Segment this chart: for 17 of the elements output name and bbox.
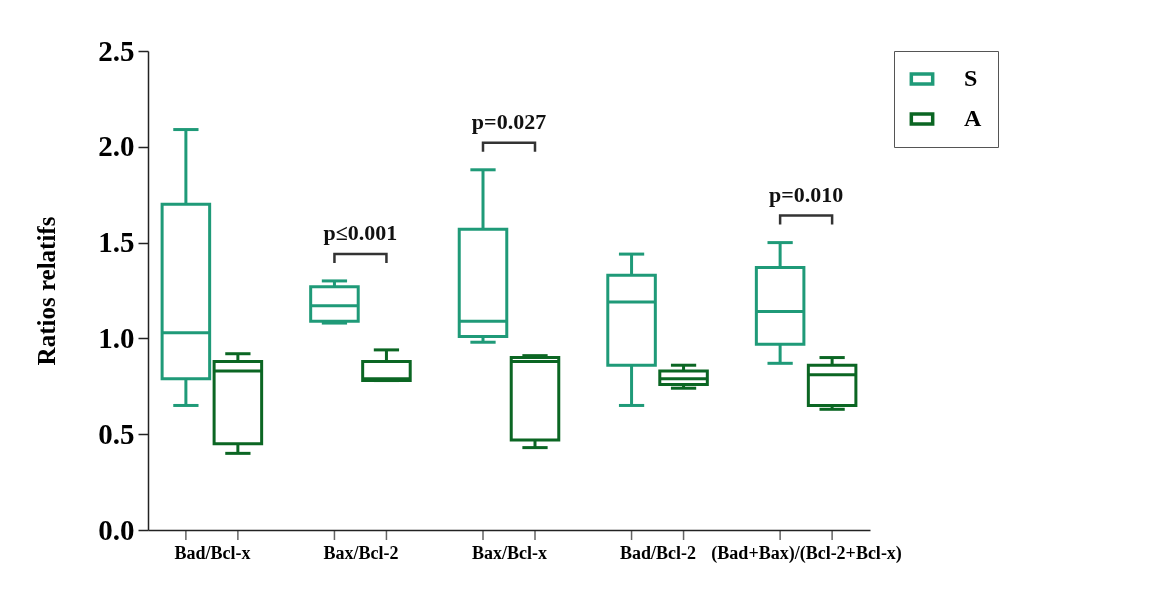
x-tick-label: (Bad+Bax)/(Bcl-2+Bcl-x) [711, 542, 902, 564]
x-tick-label: Bax/Bcl-2 [323, 542, 399, 563]
annotation: p=0.027 [471, 108, 547, 134]
y-tick-label: 2.0 [98, 130, 135, 163]
x-tick-label: Bad/Bcl-x [174, 542, 251, 563]
x-tick-label: Bax/Bcl-x [472, 542, 547, 563]
y-tick-label: 0.0 [98, 513, 135, 546]
y-tick-label: 1.5 [98, 226, 135, 259]
legend-label: S [964, 65, 978, 91]
y-tick-label: 0.5 [98, 417, 135, 450]
annotation: p≤0.001 [323, 219, 398, 245]
y-axis-title: Ratios relatifs [33, 216, 61, 366]
annotation: p=0.010 [768, 181, 844, 207]
legend-label: A [964, 105, 982, 131]
x-tick-label: Bad/Bcl-2 [620, 542, 697, 563]
y-tick-label: 1.0 [98, 321, 135, 354]
y-tick-label: 2.5 [98, 34, 135, 67]
